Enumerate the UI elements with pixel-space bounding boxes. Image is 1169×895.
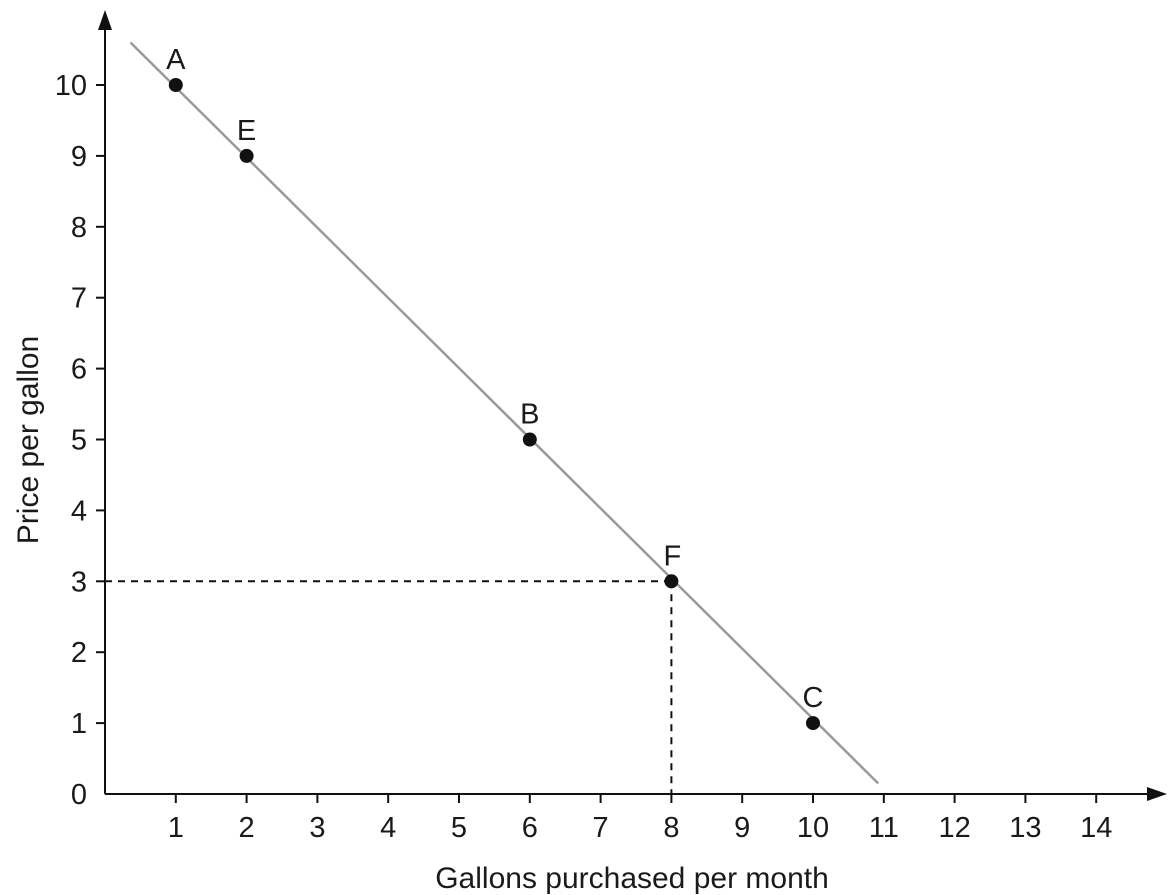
y-axis-label: Price per gallon xyxy=(12,336,45,544)
x-tick-label: 7 xyxy=(593,812,609,844)
data-points: A E B F C xyxy=(166,44,824,731)
x-axis-label: Gallons purchased per month xyxy=(435,862,829,895)
y-tick-label: 0 xyxy=(71,779,87,811)
data-point-a xyxy=(168,78,183,92)
y-tick-label: 9 xyxy=(71,141,87,173)
y-tick-label: 7 xyxy=(71,283,87,315)
x-tick-label: 8 xyxy=(663,812,679,844)
reference-lines xyxy=(105,580,673,794)
point-label-c: C xyxy=(803,682,824,714)
y-tick-label: 6 xyxy=(71,354,87,386)
x-tick-label: 3 xyxy=(309,812,325,844)
y-tick-label: 3 xyxy=(71,566,87,598)
x-axis-arrow xyxy=(1147,787,1167,801)
y-axis-arrow xyxy=(98,10,112,30)
y-tick-label: 8 xyxy=(71,212,87,244)
axes xyxy=(98,10,1167,801)
data-point-f xyxy=(664,574,679,589)
x-tick-label: 1 xyxy=(168,812,184,844)
x-tick-label: 4 xyxy=(380,812,396,844)
x-tick-label: 14 xyxy=(1080,812,1112,844)
x-tick-label: 13 xyxy=(1009,812,1041,844)
data-point-e xyxy=(239,148,254,163)
point-label-f: F xyxy=(664,540,682,572)
x-tick-label: 6 xyxy=(522,812,538,844)
demand-line xyxy=(129,41,880,785)
demand-series xyxy=(129,41,880,785)
y-tick-label: 10 xyxy=(55,70,87,102)
data-point-b xyxy=(522,432,537,447)
y-tick-label: 1 xyxy=(71,708,87,740)
data-point-c xyxy=(806,716,820,731)
x-tick-label: 10 xyxy=(797,812,829,844)
y-tick-label: 2 xyxy=(71,637,87,669)
x-tick-label: 12 xyxy=(938,812,970,844)
point-label-a: A xyxy=(166,44,186,76)
x-tick-label: 9 xyxy=(734,812,750,844)
x-tick-label: 5 xyxy=(451,812,467,844)
y-tick-label: 5 xyxy=(71,425,87,457)
x-tick-label: 11 xyxy=(869,812,899,844)
y-tick-label: 4 xyxy=(71,495,87,527)
point-label-b: B xyxy=(520,399,539,431)
point-label-e: E xyxy=(237,115,256,147)
x-tick-label: 2 xyxy=(239,812,255,844)
